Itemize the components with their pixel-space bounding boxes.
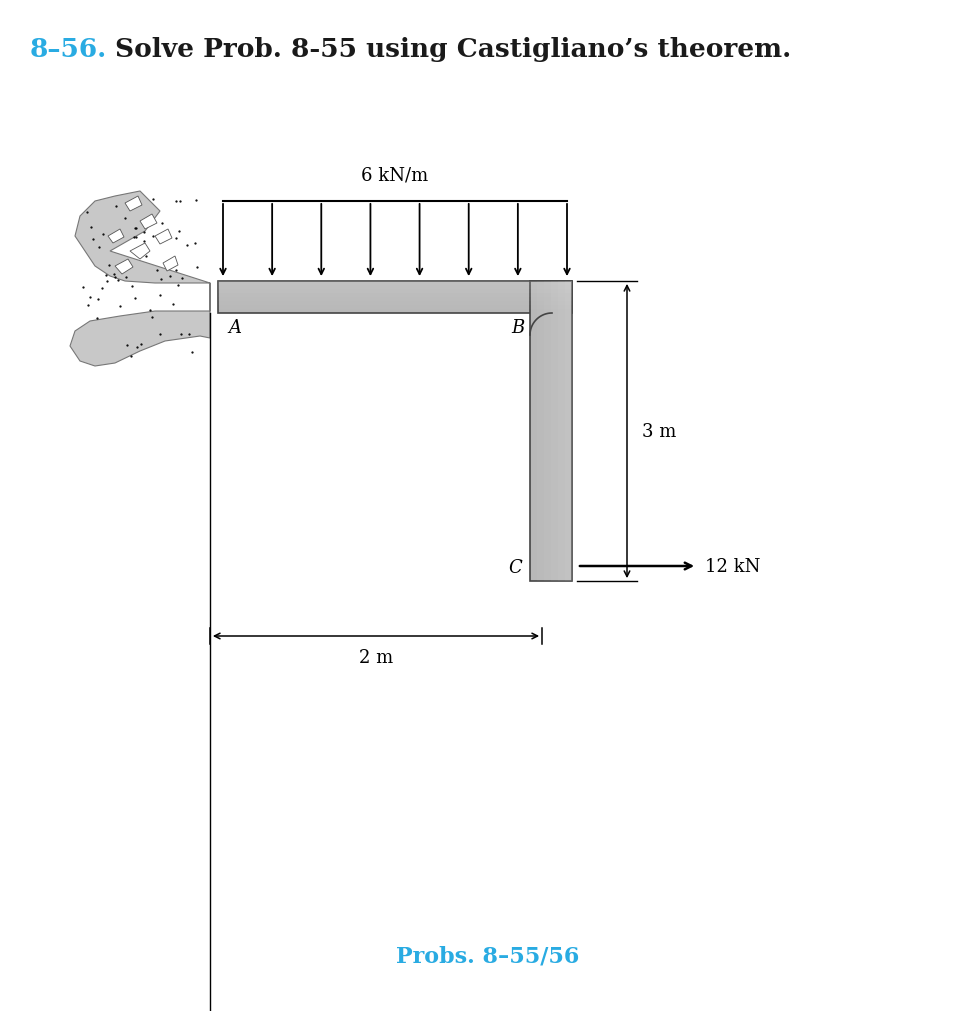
Text: 6 kN/m: 6 kN/m [361, 166, 428, 184]
Bar [218, 282, 572, 313]
Polygon shape [140, 214, 157, 229]
Text: 2 m: 2 m [359, 648, 393, 666]
Polygon shape [163, 257, 178, 272]
Polygon shape [108, 229, 124, 244]
Text: Solve Prob. 8-55 using Castigliano’s theorem.: Solve Prob. 8-55 using Castigliano’s the… [115, 37, 792, 62]
Text: Probs. 8–55/56: Probs. 8–55/56 [396, 945, 580, 968]
Text: C: C [508, 558, 522, 576]
Bar [565, 282, 572, 581]
Bar [551, 282, 558, 581]
Text: 12 kN: 12 kN [705, 557, 760, 575]
Bar [218, 294, 572, 297]
Bar [218, 286, 572, 290]
Bar [218, 297, 572, 301]
Polygon shape [155, 229, 172, 245]
Polygon shape [70, 192, 210, 367]
Bar [218, 290, 572, 294]
Bar [530, 282, 537, 581]
Bar [218, 309, 572, 313]
Bar [218, 301, 572, 305]
Polygon shape [125, 197, 142, 211]
Text: 3 m: 3 m [642, 423, 676, 441]
Bar [544, 282, 551, 581]
Text: A: A [228, 318, 241, 337]
Polygon shape [130, 244, 150, 260]
Polygon shape [115, 260, 133, 275]
Text: 8–56.: 8–56. [30, 37, 107, 62]
Bar [530, 282, 572, 581]
Bar [218, 305, 572, 309]
Bar [558, 282, 565, 581]
Bar [218, 282, 572, 286]
Bar [537, 282, 544, 581]
Text: B: B [511, 318, 525, 337]
